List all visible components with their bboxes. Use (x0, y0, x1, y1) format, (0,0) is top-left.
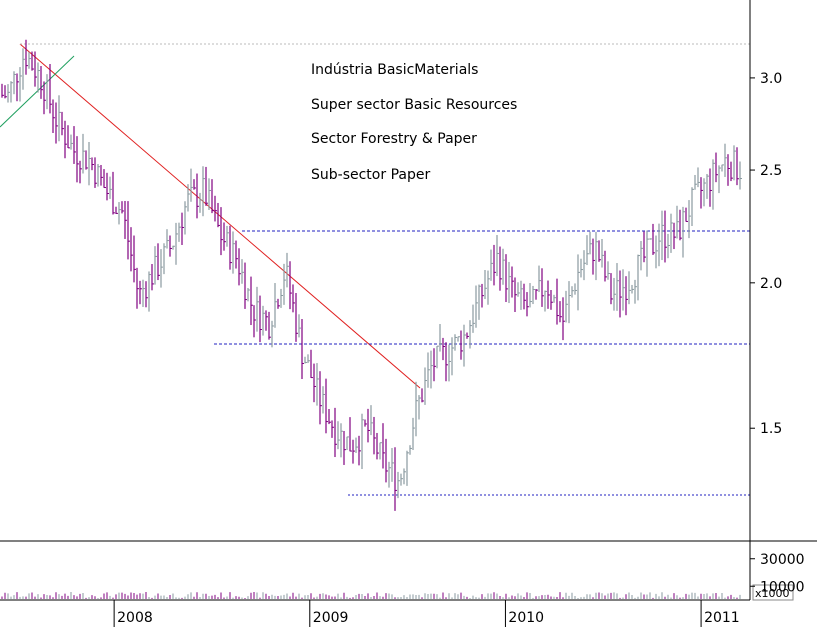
y-tick-label: 2.0 (760, 276, 782, 292)
volume-tick-label: 30000 (760, 552, 805, 568)
annotation-sector: Sector Forestry & Paper (311, 131, 477, 147)
downtrend-line (19, 43, 421, 389)
volume-axis: x1000 30000 10000 (750, 552, 805, 601)
y-tick-label: 2.5 (760, 163, 782, 179)
trend-lines (0, 43, 750, 496)
volume-tick-label: 10000 (760, 579, 805, 595)
volume-unit-box (752, 584, 794, 601)
x-axis: 2008 2009 2010 2011 (113, 600, 740, 627)
volume-unit-label: x1000 (755, 587, 790, 600)
x-tick-label: 2008 (117, 610, 153, 626)
x-tick-label: 2009 (313, 610, 349, 626)
y-axis: 3.0 2.5 2.0 1.5 (750, 71, 782, 437)
uptrend-line (0, 55, 75, 128)
annotation-industry: Indústria BasicMaterials (311, 62, 478, 78)
price-bars (1, 39, 742, 511)
x-tick-label: 2011 (704, 610, 740, 626)
annotations: Indústria BasicMaterials Super sector Ba… (311, 62, 517, 183)
y-tick-label: 1.5 (760, 421, 782, 437)
x-tick-label: 2010 (508, 610, 544, 626)
annotation-super-sector: Super sector Basic Resources (311, 97, 517, 113)
y-tick-label: 3.0 (760, 71, 782, 87)
annotation-sub-sector: Sub-sector Paper (311, 167, 430, 183)
volume-bars (1, 592, 741, 599)
chart-frame (0, 0, 817, 601)
